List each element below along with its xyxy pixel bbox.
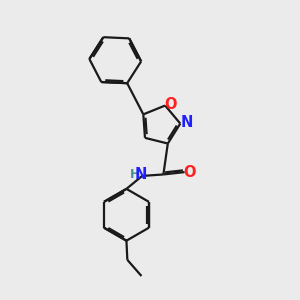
Text: H: H [130, 168, 140, 181]
Text: O: O [164, 97, 177, 112]
Text: O: O [183, 165, 196, 180]
Text: N: N [134, 167, 147, 182]
Text: N: N [181, 116, 193, 130]
